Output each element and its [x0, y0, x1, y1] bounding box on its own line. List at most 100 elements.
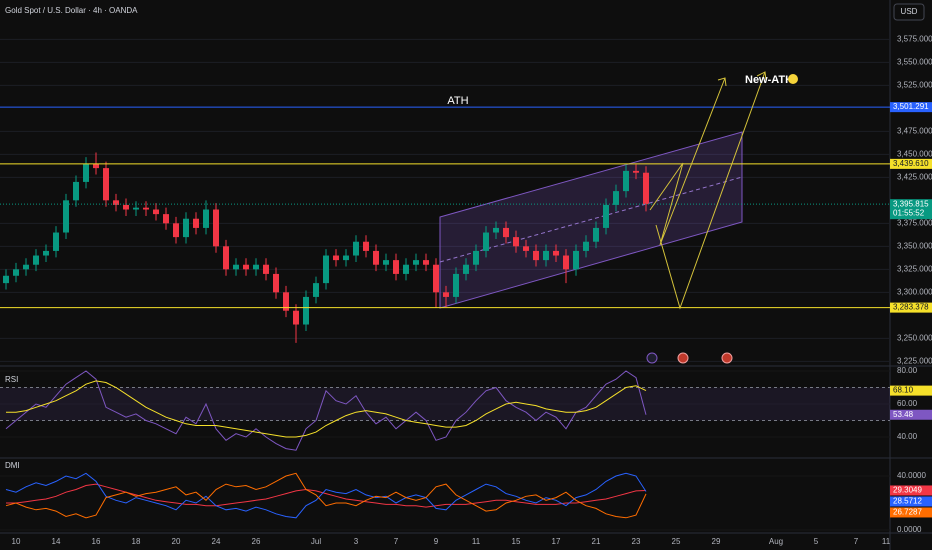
x-tick-label: 16: [92, 537, 101, 546]
candle-body: [633, 170, 639, 173]
candle-body: [93, 163, 99, 169]
y-tick-label: 0.0000: [897, 525, 922, 534]
candle-body: [183, 218, 189, 238]
grid-layer: [0, 38, 890, 531]
candle-body: [523, 246, 529, 251]
x-tick-label: 25: [672, 537, 681, 546]
currency-button[interactable]: [893, 3, 925, 21]
x-tick-label: 11: [882, 537, 891, 546]
y-tick-label: 80.00: [897, 366, 918, 375]
marks-layer: [0, 106, 890, 519]
indicator-line: [5, 472, 647, 519]
candle-body: [253, 264, 259, 270]
candle-body: [533, 250, 539, 261]
currency-label[interactable]: USD: [901, 7, 918, 16]
candle-body: [503, 227, 509, 238]
arrow-path: [655, 71, 766, 310]
candle-body: [243, 264, 249, 270]
candle-body: [153, 209, 159, 215]
candle-body: [143, 207, 149, 210]
value-label-box: [890, 507, 932, 518]
candle-body: [423, 260, 429, 265]
candle-body: [613, 191, 619, 205]
candle-body: [133, 207, 139, 210]
x-tick-label: Jul: [311, 537, 321, 546]
candle-body: [583, 241, 589, 251]
candle-body: [483, 232, 489, 251]
candle-body: [113, 200, 119, 205]
candle-body: [643, 172, 649, 205]
indicator-line: [6, 380, 647, 438]
price-label-box: [890, 102, 932, 113]
candle-body: [473, 250, 479, 265]
candle-body: [173, 223, 179, 238]
candle-body: [413, 260, 419, 265]
y-tick-label: 3,425.000: [897, 172, 932, 181]
x-tick-label: 29: [712, 537, 721, 546]
candle-body: [43, 250, 49, 256]
x-tick-label: 11: [472, 537, 481, 546]
x-tick-label: 18: [132, 537, 141, 546]
emoji-icon: [788, 74, 798, 84]
candle-body: [573, 250, 579, 270]
candle-body: [443, 292, 449, 297]
indicator-line: [5, 472, 647, 519]
candle-body: [343, 255, 349, 261]
value-label: 29.3049: [893, 486, 922, 495]
x-tick-label: 21: [592, 537, 601, 546]
candle-body: [623, 170, 629, 192]
candle-body: [333, 255, 339, 261]
value-label-box: [890, 409, 932, 420]
panel-title: RSI: [5, 375, 18, 384]
event-icon: [646, 352, 658, 364]
indicator-line: [5, 370, 647, 451]
y-tick-label: 3,550.000: [897, 57, 932, 66]
candle-body: [193, 218, 199, 228]
y-tick-label: 3,325.000: [897, 264, 932, 273]
x-tick-label: 3: [354, 537, 359, 546]
candle-body: [3, 275, 9, 284]
candle-body: [303, 296, 309, 325]
candle-body: [373, 250, 379, 265]
candle-body: [23, 264, 29, 270]
candle-body: [513, 237, 519, 247]
candle-body: [433, 264, 439, 293]
candle-body: [313, 283, 319, 297]
price-label-box: [890, 302, 932, 313]
band-fill: [0, 387, 890, 421]
price-label: 3,283.378: [893, 303, 929, 312]
value-label-box: [890, 385, 932, 396]
x-tick-label: 26: [252, 537, 261, 546]
projection-arrows: [649, 71, 767, 310]
candle-body: [53, 232, 59, 251]
y-tick-label: 60.00: [897, 399, 918, 408]
level-name: ATH: [447, 95, 468, 107]
candle-body: [403, 264, 409, 274]
candle-body: [463, 264, 469, 274]
panel-title: DMI: [5, 461, 20, 470]
candle-body: [363, 241, 369, 251]
price-label: 3,395.815: [893, 199, 929, 208]
x-tick-label: 17: [552, 537, 561, 546]
candle-body: [543, 250, 549, 261]
indicator-line: [6, 483, 647, 508]
y-tick-label: 3,575.000: [897, 34, 932, 43]
candle-body: [213, 209, 219, 247]
y-tick-label: 3,250.000: [897, 333, 932, 342]
price-label: 3,501.291: [893, 102, 929, 111]
price-label: 3,439.610: [893, 159, 929, 168]
event-icon: [677, 352, 689, 364]
candle-body: [223, 246, 229, 270]
candle-body: [323, 255, 329, 284]
candle-body: [33, 255, 39, 265]
y-tick-label: 3,225.000: [897, 356, 932, 365]
candle-body: [273, 273, 279, 293]
x-tick-label: 9: [434, 537, 439, 546]
candle-body: [123, 204, 129, 210]
candle-body: [493, 227, 499, 233]
price-label-box: [890, 158, 932, 169]
value-label: 68.10: [893, 386, 914, 395]
value-label-box: [890, 485, 932, 496]
price-label-box: [890, 199, 932, 220]
